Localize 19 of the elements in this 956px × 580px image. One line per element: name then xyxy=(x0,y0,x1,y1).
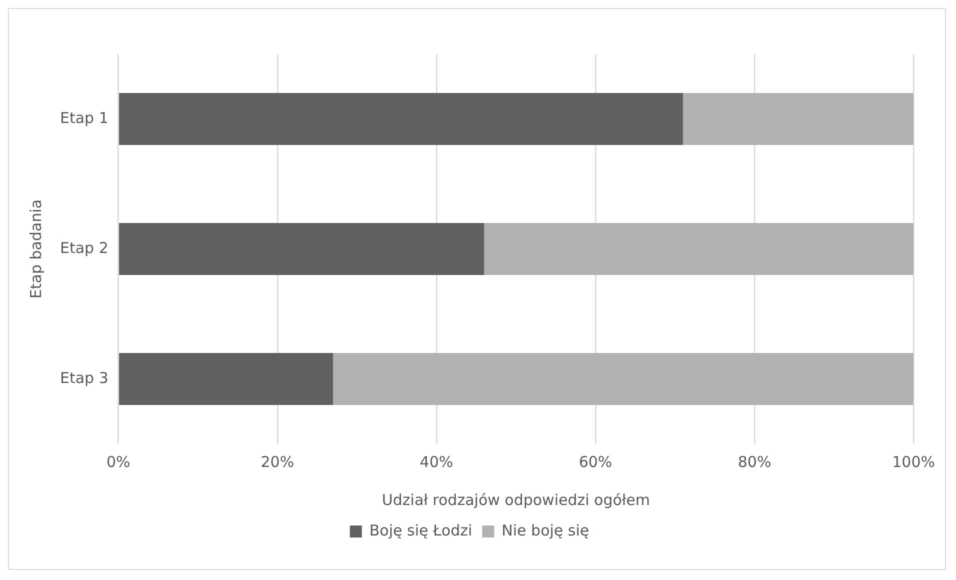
legend-label: Boję się Łodzi xyxy=(369,521,472,540)
x-tick-label: 20% xyxy=(260,452,294,471)
bar xyxy=(119,353,334,405)
legend-label: Nie boję się xyxy=(502,521,590,540)
y-axis-title: Etap badania xyxy=(26,199,45,299)
y-tick-label: Etap 3 xyxy=(60,368,108,387)
bar xyxy=(119,93,683,145)
x-tick-label: 80% xyxy=(738,452,772,471)
x-tick-label: 40% xyxy=(420,452,454,471)
bar xyxy=(682,93,914,145)
x-tick-label: 60% xyxy=(578,452,612,471)
x-tick-label: 0% xyxy=(106,452,130,471)
y-tick-label: Etap 2 xyxy=(60,238,108,257)
bar xyxy=(119,223,484,275)
x-tick-label: 100% xyxy=(892,452,936,471)
bar xyxy=(484,223,914,275)
bar xyxy=(333,353,914,405)
x-axis-title: Udział rodzajów odpowiedzi ogółem xyxy=(382,490,650,509)
y-tick-label: Etap 1 xyxy=(60,108,108,127)
